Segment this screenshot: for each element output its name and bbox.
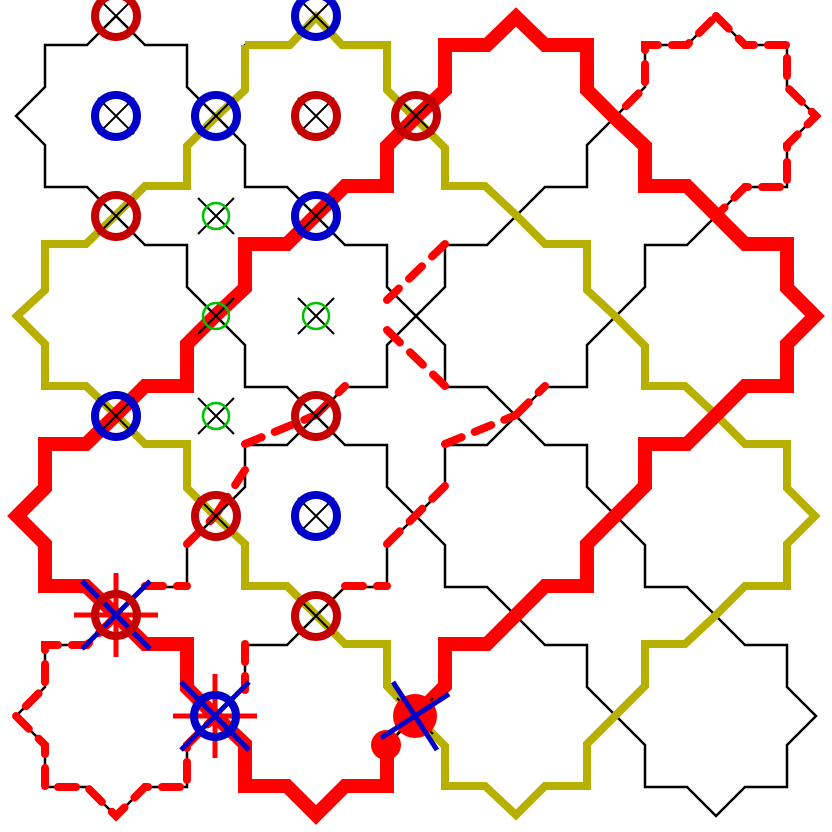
crossing-circle[interactable] (291, 91, 341, 141)
red-dashed-paths (10, 10, 822, 822)
dashed-link (441, 411, 520, 448)
dashed-link (512, 382, 549, 419)
dashed-link (383, 482, 449, 548)
dashed-link (383, 240, 449, 304)
crossing-circle[interactable] (91, 191, 141, 241)
crossing-circle[interactable] (91, 0, 141, 41)
crossing-small-circle[interactable] (197, 197, 235, 235)
crossing-circle[interactable] (191, 491, 241, 541)
crossing-circle[interactable] (391, 91, 441, 141)
crossing-circle[interactable] (291, 391, 341, 441)
crossing-circle[interactable] (291, 491, 341, 541)
crossing-junction-dot[interactable] (371, 680, 451, 760)
crossing-small-circle[interactable] (197, 397, 235, 435)
dashed-link (383, 326, 449, 390)
dashed-star-border (610, 10, 822, 222)
crossing-circle-spokes[interactable] (74, 573, 158, 657)
crossing-circle[interactable] (291, 591, 341, 641)
crossing-small-circle[interactable] (197, 297, 235, 335)
crossing-small-circle[interactable] (297, 297, 335, 335)
crossing-circle[interactable] (291, 191, 341, 241)
dashed-link (241, 411, 320, 448)
olive-path-segment (245, 11, 821, 821)
crossing-circle[interactable] (91, 391, 141, 441)
crossing-markers (74, 0, 451, 760)
crossing-circle[interactable] (291, 0, 341, 41)
crossing-circle[interactable] (191, 91, 241, 141)
crossing-circle[interactable] (91, 91, 141, 141)
dashed-link (211, 466, 249, 520)
dashed-star-border (10, 610, 222, 822)
crossing-circle-spokes[interactable] (173, 674, 257, 758)
